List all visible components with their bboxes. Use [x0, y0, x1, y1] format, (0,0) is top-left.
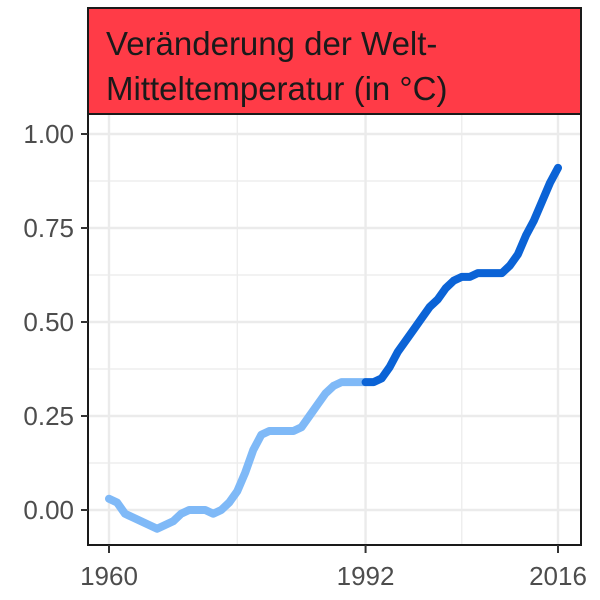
- x-tick-label: 1992: [337, 561, 395, 591]
- y-tick-label: 0.00: [23, 495, 74, 525]
- y-tick-label: 0.50: [23, 307, 74, 337]
- series-line-1: [105, 378, 370, 533]
- title-line-1: Veränderung der Welt-: [106, 25, 437, 62]
- series-line-2: [361, 163, 562, 387]
- y-tick-label: 0.25: [23, 401, 74, 431]
- grid-lines: [89, 115, 580, 544]
- y-tick-label: 1.00: [23, 119, 74, 149]
- y-tick-label: 0.75: [23, 213, 74, 243]
- y-axis: 0.00 0.25 0.50 0.75 1.00: [23, 119, 88, 525]
- title-strip-background: [87, 7, 582, 115]
- plot-panel-border: [87, 113, 582, 546]
- title-strip: Veränderung der Welt- Mitteltemperatur (…: [87, 7, 582, 115]
- series-layer: [105, 163, 562, 533]
- x-axis: 1960 1992 2016: [80, 545, 587, 591]
- x-tick-label: 2016: [529, 561, 587, 591]
- x-tick-label: 1960: [80, 561, 138, 591]
- plot-panel: [87, 113, 582, 546]
- title-line-2: Mitteltemperatur (in °C): [106, 70, 447, 107]
